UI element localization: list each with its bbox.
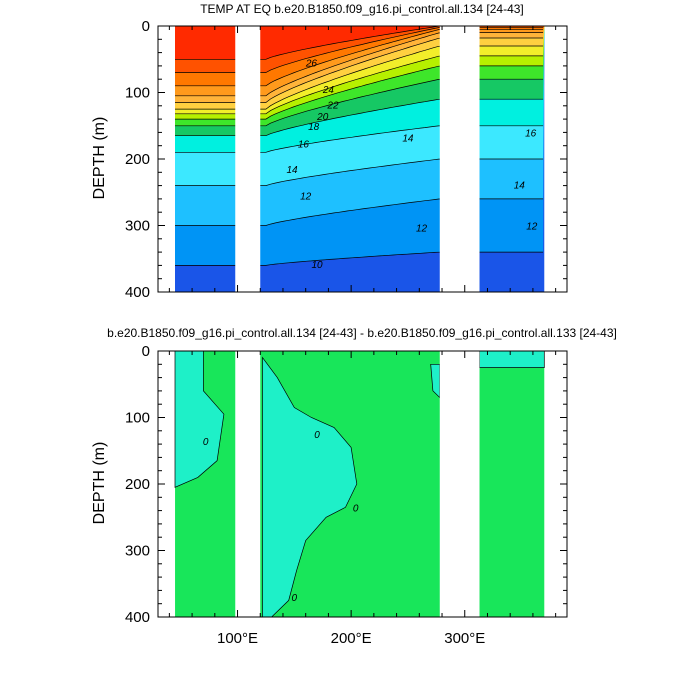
- difference-fill: [175, 351, 545, 617]
- missing-data-column: [235, 351, 261, 617]
- axes: 0 100 200 300 400: [125, 18, 568, 301]
- negative-region: [479, 351, 545, 368]
- plot-area: 0 0 0 0: [174, 351, 545, 617]
- y-tick-label: 300: [125, 218, 150, 235]
- contour-label: 16: [525, 128, 537, 139]
- y-tick-label: 300: [125, 543, 150, 560]
- contour-label: 0: [203, 437, 209, 448]
- y-tick-label: 0: [142, 18, 150, 35]
- y-tick-label: 0: [142, 343, 150, 360]
- y-tick-label: 100: [125, 85, 150, 102]
- y-axis-label: DEPTH (m): [91, 442, 108, 525]
- zero-contour: [174, 351, 225, 488]
- contour-label: 0: [292, 593, 298, 604]
- zero-contour: [262, 356, 358, 617]
- missing-data-column: [439, 26, 480, 292]
- chart-title: TEMP AT EQ b.e20.B1850.f09_g16.pi_contro…: [200, 2, 524, 16]
- contour-label: 12: [526, 222, 538, 233]
- y-axis-label: DEPTH (m): [91, 117, 108, 200]
- y-tick-label: 200: [125, 476, 150, 493]
- contour-label: 0: [314, 430, 320, 441]
- missing-data-column: [235, 26, 261, 292]
- y-tick-label: 400: [125, 284, 150, 301]
- contour-label: 18: [308, 122, 320, 133]
- contour-label: 16: [298, 140, 310, 151]
- contour-label: 10: [311, 260, 323, 271]
- contour-label: 26: [305, 59, 318, 70]
- contour-label: 22: [326, 100, 339, 111]
- x-tick-label: 300°E: [444, 630, 485, 647]
- contour-label: 20: [316, 112, 329, 123]
- isotherm-band-28: [175, 26, 545, 60]
- contour-label: 14: [514, 180, 526, 191]
- y-tick-label: 400: [125, 609, 150, 626]
- contour-label: 12: [416, 223, 428, 234]
- contour-label: 14: [286, 165, 298, 176]
- y-tick-label: 200: [125, 151, 150, 168]
- contour-label: 0: [353, 503, 359, 514]
- temperature-panel: TEMP AT EQ b.e20.B1850.f09_g16.pi_contro…: [91, 2, 568, 301]
- y-tick-label: 100: [125, 410, 150, 427]
- negative-region: [175, 351, 224, 488]
- contour-label: 14: [402, 134, 414, 145]
- x-tick-label: 100°E: [217, 630, 258, 647]
- axes: 0 100 200 300 400 100°E 200°E 300°E: [125, 343, 568, 647]
- missing-data-column: [439, 351, 480, 617]
- negative-region: [262, 357, 357, 617]
- contour-label: 12: [300, 192, 312, 203]
- contour-label: 24: [322, 85, 335, 96]
- difference-panel: b.e20.B1850.f09_g16.pi_control.all.134 […: [91, 326, 617, 647]
- x-tick-label: 200°E: [331, 630, 372, 647]
- chart-title: b.e20.B1850.f09_g16.pi_control.all.134 […: [107, 326, 617, 340]
